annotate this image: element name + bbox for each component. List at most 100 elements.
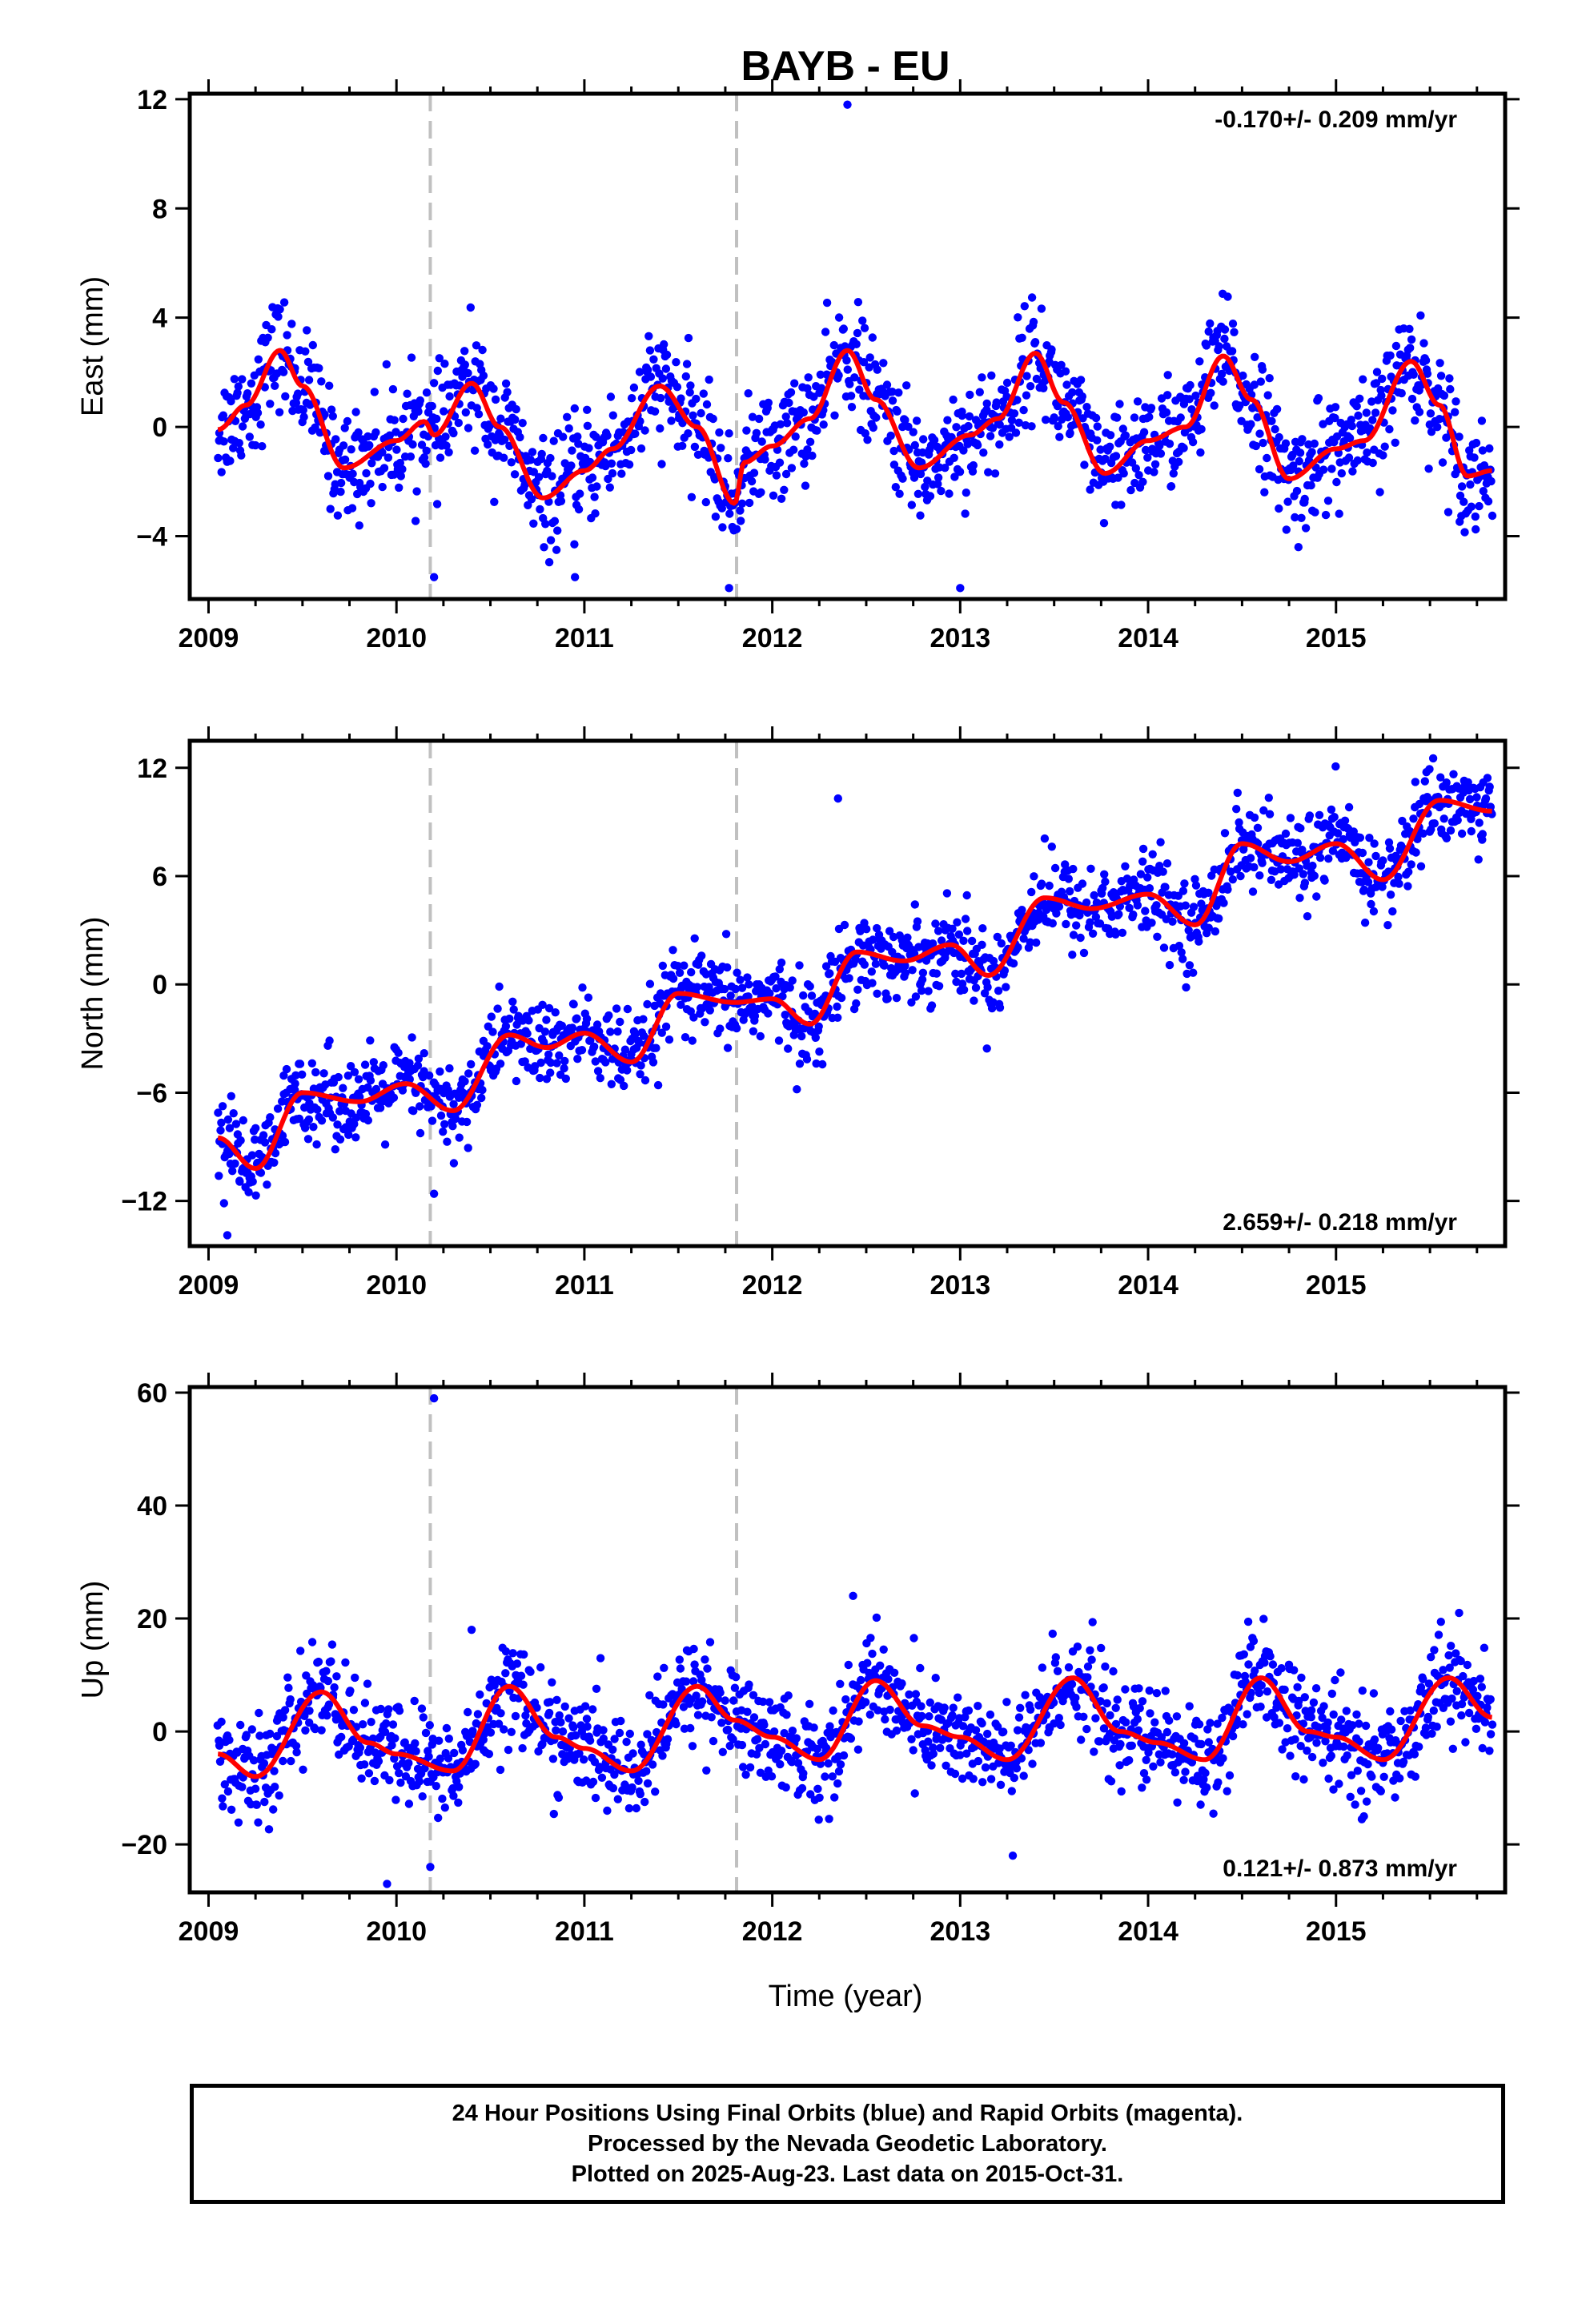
data-point [588, 1705, 597, 1714]
data-point [454, 418, 463, 428]
data-point [1251, 441, 1261, 451]
data-point [405, 1075, 414, 1084]
data-point [1006, 1741, 1015, 1750]
data-point [1305, 811, 1315, 820]
data-point [1329, 1710, 1338, 1719]
data-point [898, 474, 907, 483]
data-point [548, 1678, 556, 1687]
data-point [1327, 464, 1336, 473]
data-point [500, 453, 508, 462]
data-point [1457, 1711, 1466, 1720]
data-point [1446, 826, 1456, 835]
data-point [689, 1013, 698, 1022]
data-point [814, 1022, 823, 1031]
data-point [990, 469, 1000, 478]
data-point [1213, 1719, 1222, 1728]
data-point [522, 1719, 531, 1728]
data-point [1188, 437, 1198, 447]
data-point [653, 1080, 663, 1090]
data-point [1378, 883, 1387, 891]
data-point [527, 495, 536, 504]
x-tick-label: 2009 [179, 1270, 239, 1301]
data-point [1133, 1715, 1142, 1723]
x-tick-label: 2013 [930, 1916, 991, 1947]
data-point [721, 930, 731, 939]
data-point [716, 1024, 725, 1033]
data-point [1352, 1710, 1361, 1719]
data-point [744, 992, 753, 1001]
data-point [1293, 838, 1303, 847]
data-point [578, 983, 587, 992]
data-point [1424, 1679, 1434, 1688]
data-point [280, 1706, 290, 1715]
data-point [860, 324, 869, 332]
data-point [1115, 400, 1124, 408]
data-point [1360, 919, 1370, 927]
data-point [1340, 816, 1350, 825]
data-point [336, 487, 345, 497]
data-point [347, 445, 355, 454]
data-point [540, 543, 548, 552]
data-point [1474, 855, 1483, 864]
data-point [552, 1695, 561, 1704]
data-point [1134, 1684, 1143, 1693]
data-point [1086, 1646, 1094, 1655]
data-point [669, 974, 678, 983]
data-point [1329, 1785, 1338, 1794]
data-point [1483, 774, 1492, 782]
data-point [745, 1680, 753, 1689]
data-point [757, 437, 766, 446]
data-point [1271, 424, 1279, 434]
data-point [885, 1705, 894, 1715]
data-point [560, 1056, 569, 1066]
data-point [549, 1809, 558, 1819]
data-point [891, 483, 901, 492]
data-point [1069, 864, 1078, 874]
data-point [788, 976, 797, 985]
data-point [406, 452, 416, 461]
data-point [526, 456, 535, 464]
data-point [624, 460, 634, 469]
data-point [249, 1756, 259, 1765]
data-point [989, 956, 998, 966]
data-point [1052, 909, 1061, 918]
data-point [474, 410, 484, 419]
data-point [302, 1671, 311, 1680]
data-point [1446, 1717, 1456, 1726]
data-point [574, 505, 584, 514]
data-point [1161, 883, 1170, 891]
data-point [436, 1067, 444, 1076]
data-point [1067, 1679, 1077, 1689]
data-point [371, 1084, 381, 1094]
data-point [311, 1724, 319, 1734]
data-point [1327, 1751, 1336, 1760]
data-point [954, 930, 964, 939]
data-point [982, 1044, 991, 1053]
data-point [496, 414, 505, 423]
data-point [455, 1783, 464, 1791]
figure-title: BAYB - EU [741, 43, 950, 90]
data-point [640, 426, 649, 435]
data-point [536, 1663, 545, 1672]
data-point [1391, 438, 1399, 447]
data-point [1066, 428, 1074, 437]
data-point [1438, 458, 1447, 467]
data-point [421, 459, 430, 468]
data-point [1395, 879, 1403, 888]
data-point [529, 519, 538, 528]
x-tick-label: 2015 [1306, 1916, 1367, 1947]
data-point [736, 506, 745, 515]
data-point [1352, 402, 1361, 411]
data-point [1478, 1743, 1487, 1753]
data-point [1439, 814, 1448, 823]
data-point [592, 1684, 601, 1693]
data-point [389, 1093, 399, 1102]
data-point [927, 1001, 937, 1010]
data-point [1040, 834, 1050, 843]
data-point [680, 961, 689, 970]
data-point [218, 1794, 227, 1803]
data-point [1014, 1713, 1024, 1722]
data-point [627, 394, 636, 403]
data-point [445, 1063, 454, 1073]
data-point [1455, 432, 1464, 441]
